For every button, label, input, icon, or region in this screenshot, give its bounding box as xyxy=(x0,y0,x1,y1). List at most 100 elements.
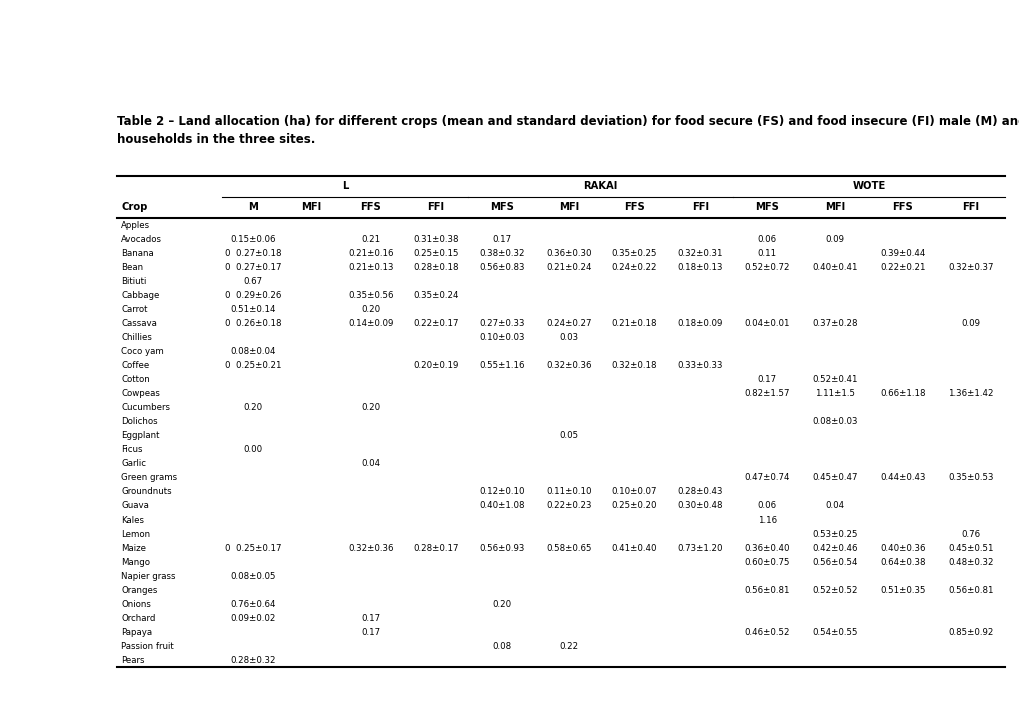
Text: Coffee: Coffee xyxy=(121,361,150,370)
Text: 1.36±1.42: 1.36±1.42 xyxy=(947,389,993,398)
Text: MFI: MFI xyxy=(558,202,579,212)
Text: 0.20: 0.20 xyxy=(361,305,380,314)
Text: 0.18±0.13: 0.18±0.13 xyxy=(677,263,722,272)
Text: Groundnuts: Groundnuts xyxy=(121,487,172,497)
Text: Carrot: Carrot xyxy=(121,305,148,314)
Text: M: M xyxy=(248,202,258,212)
Text: 0.21±0.24: 0.21±0.24 xyxy=(545,263,591,272)
Text: FFI: FFI xyxy=(691,202,708,212)
Text: Avocados: Avocados xyxy=(121,235,162,243)
Text: 1.11±1.5: 1.11±1.5 xyxy=(814,389,854,398)
Text: 0.20±0.19: 0.20±0.19 xyxy=(413,361,458,370)
Text: 0.10±0.03: 0.10±0.03 xyxy=(479,333,524,342)
Text: FFS: FFS xyxy=(361,202,381,212)
Text: 0.10±0.07: 0.10±0.07 xyxy=(611,487,656,497)
Text: Cabbage: Cabbage xyxy=(121,291,160,300)
Text: Cotton: Cotton xyxy=(121,375,150,384)
Text: 0.55±1.16: 0.55±1.16 xyxy=(479,361,524,370)
Text: 0.32±0.37: 0.32±0.37 xyxy=(947,263,993,272)
Text: 0.44±0.43: 0.44±0.43 xyxy=(879,474,925,482)
Text: 0.51±0.35: 0.51±0.35 xyxy=(879,586,925,595)
Text: Garlic: Garlic xyxy=(121,459,147,469)
Text: RAKAI: RAKAI xyxy=(583,181,618,192)
Text: 0.82±1.57: 0.82±1.57 xyxy=(744,389,789,398)
Text: Green grams: Green grams xyxy=(121,474,177,482)
Text: 0.21±0.16: 0.21±0.16 xyxy=(347,248,393,258)
Text: Kales: Kales xyxy=(121,516,145,524)
Text: 0.22±0.17: 0.22±0.17 xyxy=(413,319,458,328)
Text: 0.52±0.72: 0.52±0.72 xyxy=(744,263,789,272)
Text: 0.30±0.48: 0.30±0.48 xyxy=(677,501,722,510)
Text: 0.24±0.27: 0.24±0.27 xyxy=(545,319,591,328)
Text: 0.28±0.32: 0.28±0.32 xyxy=(230,656,275,665)
Text: 0.33±0.33: 0.33±0.33 xyxy=(677,361,722,370)
Text: 0.36±0.30: 0.36±0.30 xyxy=(545,248,591,258)
Text: households in the three sites.: households in the three sites. xyxy=(117,133,315,146)
Text: 0.14±0.09: 0.14±0.09 xyxy=(347,319,393,328)
Text: 0.56±0.54: 0.56±0.54 xyxy=(811,558,857,567)
Text: 0.39±0.44: 0.39±0.44 xyxy=(879,248,924,258)
Text: 0.35±0.56: 0.35±0.56 xyxy=(347,291,393,300)
Text: 0.04: 0.04 xyxy=(361,459,380,469)
Text: Oranges: Oranges xyxy=(121,586,158,595)
Text: Banana: Banana xyxy=(121,248,154,258)
Text: 0.35±0.53: 0.35±0.53 xyxy=(947,474,993,482)
Text: 0.03: 0.03 xyxy=(558,333,578,342)
Text: FFS: FFS xyxy=(892,202,912,212)
Text: Cowpeas: Cowpeas xyxy=(121,389,160,398)
Text: FFI: FFI xyxy=(427,202,444,212)
Text: 0.53±0.25: 0.53±0.25 xyxy=(811,530,857,539)
Text: 0.54±0.55: 0.54±0.55 xyxy=(811,628,857,637)
Text: 0.64±0.38: 0.64±0.38 xyxy=(879,558,925,567)
Text: 0.76±0.64: 0.76±0.64 xyxy=(230,600,275,609)
Text: Dolichos: Dolichos xyxy=(121,418,158,426)
Text: 0.31±0.38: 0.31±0.38 xyxy=(413,235,458,243)
Text: Table 2 – Land allocation (ha) for different crops (mean and standard deviation): Table 2 – Land allocation (ha) for diffe… xyxy=(117,115,1019,128)
Text: 0  0.27±0.17: 0 0.27±0.17 xyxy=(224,263,281,272)
Text: 0.45±0.51: 0.45±0.51 xyxy=(947,544,993,553)
Text: 0.17: 0.17 xyxy=(361,628,380,637)
Text: 0.22: 0.22 xyxy=(558,642,578,651)
Text: 0.52±0.41: 0.52±0.41 xyxy=(811,375,857,384)
Text: 0.56±0.81: 0.56±0.81 xyxy=(947,586,993,595)
Text: Pears: Pears xyxy=(121,656,145,665)
Text: 0.21±0.18: 0.21±0.18 xyxy=(611,319,656,328)
Text: 0.05: 0.05 xyxy=(558,431,578,441)
Text: 0.04: 0.04 xyxy=(824,501,844,510)
Text: 0.73±1.20: 0.73±1.20 xyxy=(677,544,722,553)
Text: 0.52±0.52: 0.52±0.52 xyxy=(811,586,857,595)
Text: 0.28±0.18: 0.28±0.18 xyxy=(413,263,458,272)
Text: Chillies: Chillies xyxy=(121,333,152,342)
Text: Crop: Crop xyxy=(121,202,148,212)
Text: 0.46±0.52: 0.46±0.52 xyxy=(744,628,789,637)
Text: 0  0.26±0.18: 0 0.26±0.18 xyxy=(224,319,281,328)
Text: 0.11: 0.11 xyxy=(757,248,776,258)
Text: 0.20: 0.20 xyxy=(492,600,512,609)
Text: 0.37±0.28: 0.37±0.28 xyxy=(811,319,857,328)
Text: 0.00: 0.00 xyxy=(244,445,262,454)
Text: MFS: MFS xyxy=(489,202,514,212)
Text: 0.32±0.31: 0.32±0.31 xyxy=(677,248,722,258)
Text: 0.21±0.13: 0.21±0.13 xyxy=(347,263,393,272)
Text: 0.66±1.18: 0.66±1.18 xyxy=(879,389,925,398)
Text: 0.45±0.47: 0.45±0.47 xyxy=(811,474,857,482)
Text: Orchard: Orchard xyxy=(121,613,156,623)
Text: 0  0.29±0.26: 0 0.29±0.26 xyxy=(224,291,281,300)
Text: 0.42±0.46: 0.42±0.46 xyxy=(811,544,857,553)
Text: 0.48±0.32: 0.48±0.32 xyxy=(947,558,993,567)
Text: 0.08: 0.08 xyxy=(492,642,512,651)
Text: 0.06: 0.06 xyxy=(757,235,776,243)
Text: 0.35±0.24: 0.35±0.24 xyxy=(413,291,458,300)
Text: 0.17: 0.17 xyxy=(492,235,512,243)
Text: WOTE: WOTE xyxy=(852,181,884,192)
Text: MFI: MFI xyxy=(301,202,321,212)
Text: Cucumbers: Cucumbers xyxy=(121,403,170,412)
Text: 0.40±0.41: 0.40±0.41 xyxy=(811,263,857,272)
Text: 0.17: 0.17 xyxy=(757,375,776,384)
Text: 0.09: 0.09 xyxy=(824,235,844,243)
Text: 0.20: 0.20 xyxy=(244,403,262,412)
Text: 0.28±0.43: 0.28±0.43 xyxy=(677,487,722,497)
Text: 0.32±0.36: 0.32±0.36 xyxy=(545,361,591,370)
Text: 0.47±0.74: 0.47±0.74 xyxy=(744,474,789,482)
Text: 0.22±0.23: 0.22±0.23 xyxy=(545,501,591,510)
